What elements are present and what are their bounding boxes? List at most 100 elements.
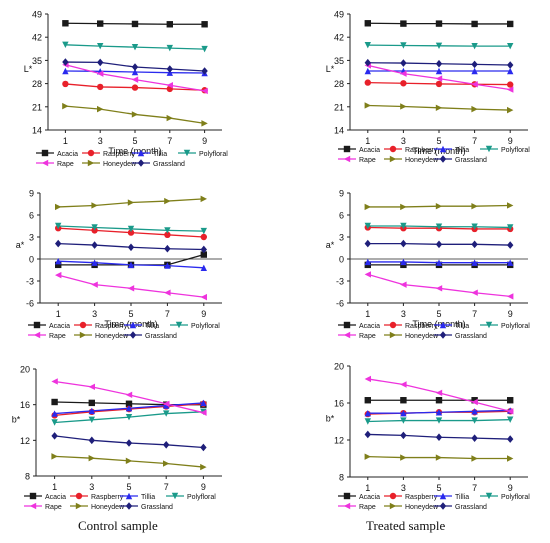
point-rape [55,271,62,279]
point-honeydew [97,105,104,113]
legend-label-rape: Rape [45,504,62,511]
point-honeydew [435,203,443,210]
legend: Acacia Raspberry Tillia Polyfloral Rape Honey… [338,145,530,164]
chart-control-b: 8 12 16 20 1 3 5 7 9 b* Acacia Raspberry Tillia Polyf… [12,365,222,511]
point-acacia [435,20,443,27]
legend-label-raspberry: Raspberry [103,151,136,158]
legend-label-grassland: Grassland [153,161,185,168]
point-polyfloral [435,417,443,424]
legend-label-acacia: Acacia [49,323,70,330]
legend-label-raspberry: Raspberry [95,323,128,330]
point-tillia [164,262,171,269]
point-grassland [127,243,135,252]
x-tick-label: 3 [401,483,406,493]
y-tick-label: 16 [20,400,30,410]
point-grassland [62,58,69,66]
legend-label-rape: Rape [359,333,376,340]
x-tick-label: 1 [63,136,68,146]
point-tillia [435,259,443,266]
point-acacia [62,20,69,27]
y-tick-label: 6 [29,211,34,221]
y-tick-label: 0 [339,255,344,265]
point-tillia [471,259,478,266]
x-tick-label: 7 [167,136,172,146]
y-tick-label: 35 [334,56,344,66]
legend: Acacia Raspberry Tillia Polyfloral Rape Honey… [338,321,530,340]
point-tillia [364,409,371,417]
series-line-rape [367,378,511,412]
point-grassland [364,239,371,248]
y-tick-label: 35 [32,56,42,66]
point-polyfloral [125,413,133,421]
point-rape [201,87,208,95]
point-honeydew [507,455,514,462]
point-grassland [364,58,371,67]
x-tick-label: 3 [401,136,406,146]
legend-marker-acacia [41,149,49,157]
point-rape [88,383,95,391]
x-tick-label: 9 [508,309,513,319]
y-tick-label: 21 [32,102,42,112]
legend-marker-honeydew [79,331,87,339]
legend-marker-polyfloral [485,492,493,500]
legend-marker-honeydew [87,159,95,167]
point-polyfloral [507,416,514,423]
point-raspberry [131,84,139,91]
point-polyfloral [400,222,407,230]
legend-marker-raspberry [389,321,397,329]
legend-label-honeydew: Honeydew [405,333,439,340]
legend-marker-grassland [439,331,447,339]
point-polyfloral [51,419,58,426]
point-acacia [200,251,207,258]
point-tillia [125,405,133,412]
point-polyfloral [164,227,171,234]
legend: Acacia Raspberry Tillia Polyfloral Rape Honey… [28,321,220,340]
point-acacia [131,20,139,28]
x-tick-label: 1 [52,482,57,492]
point-acacia [400,397,407,404]
legend-label-polyfloral: Polyfloral [187,494,216,501]
y-tick-label: 8 [339,473,344,483]
point-acacia [507,397,514,404]
point-grassland [51,432,58,440]
chart-treated-a: -6 -3 0 3 6 9 1 3 5 7 9 a* Time (month) Acacia Raspber… [326,189,530,341]
legend-label-rape: Rape [57,161,74,168]
legend-marker-rape [33,331,41,339]
legend-label-polyfloral: Polyfloral [501,494,530,501]
legend-label-polyfloral: Polyfloral [501,323,530,330]
point-grassland [97,58,104,67]
legend-marker-tillia [129,321,137,329]
x-tick-label: 5 [128,309,133,319]
legend-marker-acacia [343,145,351,153]
point-polyfloral [435,42,443,50]
y-tick-label: -3 [336,277,344,287]
y-tick-label: 20 [20,365,30,375]
y-tick-label: -3 [26,277,34,287]
point-honeydew [127,199,135,206]
point-honeydew [435,454,443,461]
chart-control-a: -6 -3 0 3 6 9 1 3 5 7 9 a* Time (month) Acacia Raspber… [16,189,222,340]
point-raspberry [200,233,207,241]
point-tillia [127,261,135,269]
legend-label-polyfloral: Polyfloral [191,323,220,330]
point-polyfloral [163,410,170,417]
x-tick-label: 3 [401,309,406,319]
point-polyfloral [471,223,478,230]
point-tillia [131,68,139,76]
point-acacia [435,397,443,404]
point-grassland [200,443,207,452]
point-acacia [88,399,95,407]
point-raspberry [364,79,371,86]
point-honeydew [88,454,95,462]
point-acacia [51,398,58,406]
y-tick-label: 9 [29,189,34,199]
legend-label-raspberry: Raspberry [405,494,438,501]
point-honeydew [200,463,207,471]
y-tick-label: 42 [32,33,42,43]
y-tick-label: 28 [334,79,344,89]
point-tillia [507,67,514,75]
legend-label-polyfloral: Polyfloral [199,151,228,158]
y-tick-label: 28 [32,79,42,89]
